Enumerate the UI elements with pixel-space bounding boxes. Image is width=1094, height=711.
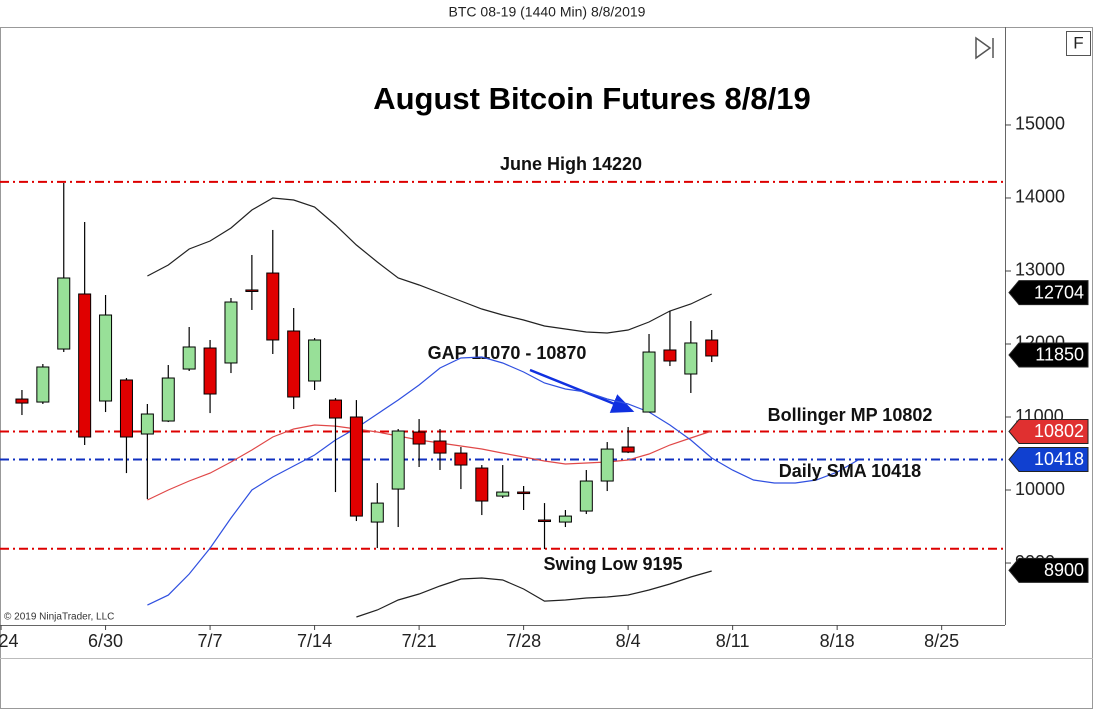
candle-body [36, 366, 50, 403]
x-tick-label: 8/18 [820, 631, 855, 651]
price-marker-label: 10418 [1034, 449, 1084, 469]
y-tick-label: 15000 [1015, 114, 1065, 134]
f-button[interactable]: F [1066, 31, 1091, 56]
candle-body [308, 339, 322, 382]
f-button-label[interactable]: F [1073, 33, 1083, 52]
candle-body [370, 502, 384, 523]
candle-body [287, 330, 301, 398]
header: BTC 08-19 (1440 Min) 8/8/2019 [449, 4, 646, 20]
candle-body [642, 351, 656, 413]
candle-body [119, 379, 133, 438]
price-marker-label: 8900 [1044, 560, 1084, 580]
candle-body [203, 347, 217, 395]
candle-body [705, 339, 719, 357]
y-tick-label: 14000 [1015, 187, 1065, 207]
level-label: June High 14220 [500, 154, 642, 174]
candle-body [140, 413, 154, 435]
candle-body [684, 342, 698, 375]
candle-body [57, 277, 71, 350]
candle-body [391, 430, 405, 490]
candle-body [558, 515, 572, 523]
x-tick-label: 6/30 [88, 631, 123, 651]
price-marker [1008, 418, 1089, 444]
x-tick-label: 8/11 [716, 631, 750, 651]
level-label: Bollinger MP 10802 [768, 405, 933, 425]
x-tick-label: 8/25 [924, 631, 959, 651]
price-marker [1008, 342, 1089, 368]
level-label: Daily SMA 10418 [779, 461, 921, 481]
candle-body [328, 399, 342, 419]
candle-body [663, 349, 677, 362]
candle-body [517, 491, 531, 495]
overlay: June High 14220 Bollinger MP 10802 Daily S… [500, 154, 932, 574]
x-tick-label: 7/7 [198, 631, 223, 651]
candle-body [224, 301, 238, 364]
candle-body [600, 448, 614, 482]
x-tick-label: 8/4 [616, 631, 641, 651]
x-tick-label: 6/24 [0, 631, 19, 651]
candle-body [78, 293, 92, 438]
price-marker-label: 11850 [1035, 345, 1084, 365]
candle-body [454, 452, 468, 466]
candle-body [579, 480, 593, 512]
frame [0, 27, 1093, 709]
candle-body [475, 467, 489, 502]
level-label: Swing Low 9195 [543, 554, 682, 574]
candle-body [349, 416, 363, 517]
candle-body [538, 519, 552, 523]
indicator-line [147, 197, 712, 334]
candle-body [182, 346, 196, 370]
y-tick-label: 13000 [1015, 260, 1065, 280]
candle-body [161, 377, 175, 422]
f-button-box[interactable] [1066, 31, 1091, 56]
price-marker [1008, 280, 1089, 306]
x-tick-label: 7/21 [402, 631, 437, 651]
chart-title: August Bitcoin Futures 8/8/19 [373, 81, 811, 116]
gap-annotation: GAP 11070 - 10870 [428, 343, 587, 363]
x-tick-label: 7/28 [506, 631, 541, 651]
price-marker-label: 10802 [1034, 421, 1084, 441]
candle-body [245, 289, 259, 292]
candle-body [496, 491, 510, 497]
price-marker-label: 12704 [1034, 282, 1084, 302]
price-marker [1008, 446, 1089, 472]
candle-body [433, 440, 447, 454]
price-marker [1008, 557, 1089, 583]
gap-arrow [529, 368, 635, 413]
skip-icon[interactable] [975, 36, 992, 60]
candle-body [15, 398, 29, 404]
candle-body [412, 431, 426, 445]
indicator-line [356, 570, 712, 618]
skip-button[interactable] [975, 36, 994, 60]
indicator-line [147, 356, 859, 606]
y-tick-label: 10000 [1015, 479, 1065, 499]
candle-body [621, 446, 635, 453]
candle-body [266, 272, 280, 341]
x-tick-label: 7/14 [297, 631, 332, 651]
candle-body [99, 314, 113, 402]
indicator-line [147, 424, 712, 501]
copyright: © 2019 NinjaTrader, LLC [4, 612, 114, 623]
plot-area [0, 180, 1005, 618]
